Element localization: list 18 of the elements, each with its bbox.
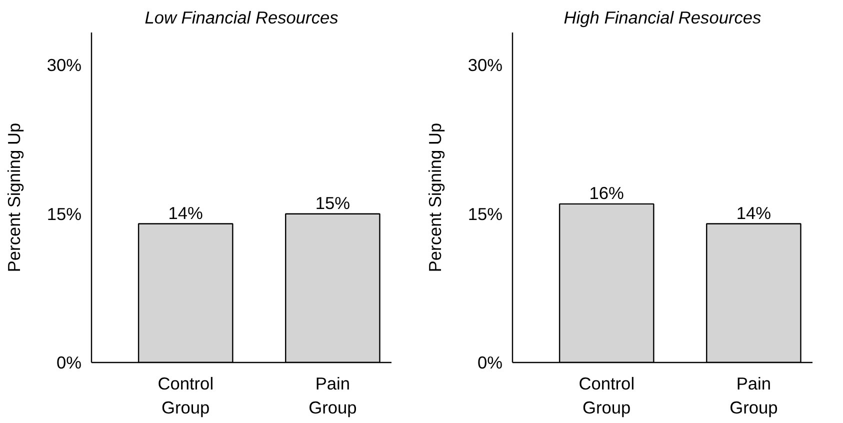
y-tick-label: 30% — [468, 55, 503, 76]
chart-title: High Financial Resources — [564, 8, 762, 28]
y-tick-label: 0% — [56, 352, 82, 372]
x-tick-label: Pain Group — [730, 374, 778, 418]
data-label: 14% — [168, 202, 203, 223]
y-tick-label: 15% — [46, 204, 82, 224]
x-tick-label: Control Group — [158, 374, 214, 418]
y-tick-label: 30% — [46, 55, 82, 76]
data-label: 14% — [736, 202, 772, 223]
x-tick-label: Control Group — [578, 374, 635, 418]
data-label: 15% — [315, 192, 350, 213]
y-axis-title: Percent Signing Up — [424, 122, 445, 272]
data-label: 16% — [589, 182, 624, 203]
y-tick-label: 15% — [468, 204, 503, 224]
y-tick-label: 0% — [477, 352, 502, 372]
x-tick-label: Pain Group — [308, 374, 357, 418]
chart-title: Low Financial Resources — [144, 8, 339, 28]
y-axis-title: Percent Signing Up — [4, 122, 24, 272]
